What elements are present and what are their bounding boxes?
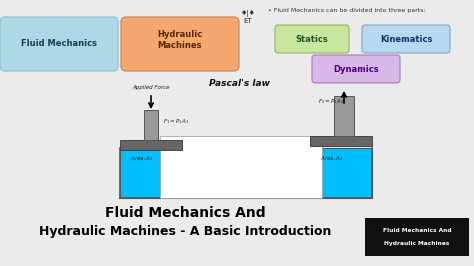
Text: Hydraulic
Machines: Hydraulic Machines [157, 30, 202, 50]
FancyBboxPatch shape [362, 25, 450, 53]
Bar [144, 110, 158, 140]
Text: Fluid Mechanics And: Fluid Mechanics And [383, 228, 451, 234]
Text: $Area, A_1$: $Area, A_1$ [130, 154, 154, 163]
Text: $F_2 = P_2A_2$: $F_2 = P_2A_2$ [318, 97, 344, 106]
FancyBboxPatch shape [0, 17, 118, 71]
Text: ET: ET [244, 18, 252, 24]
Text: Kinematics: Kinematics [380, 35, 432, 44]
Text: Applied Force: Applied Force [132, 85, 170, 90]
FancyBboxPatch shape [312, 55, 400, 83]
Text: $F_1 = P_1A_1$: $F_1 = P_1A_1$ [163, 118, 189, 126]
Text: Statics: Statics [296, 35, 328, 44]
Text: ♦|♦: ♦|♦ [241, 10, 255, 17]
Text: $Area, A_2$: $Area, A_2$ [320, 154, 344, 163]
Text: Dynamics: Dynamics [333, 64, 379, 73]
Text: Hydraulic Machines - A Basic Introduction: Hydraulic Machines - A Basic Introductio… [39, 226, 331, 239]
Text: Fluid Mechanics: Fluid Mechanics [21, 39, 97, 48]
Bar [365, 218, 469, 256]
Text: Hydraulic Machines: Hydraulic Machines [384, 242, 450, 247]
FancyBboxPatch shape [275, 25, 349, 53]
Bar [120, 140, 182, 150]
Text: Pascal's law: Pascal's law [210, 79, 271, 88]
Text: • Fluid Mechanics can be divided into three parts:: • Fluid Mechanics can be divided into th… [268, 8, 426, 13]
Text: Fluid Mechanics And: Fluid Mechanics And [105, 206, 265, 220]
Bar [160, 136, 322, 198]
Bar [310, 136, 372, 146]
Bar [334, 96, 354, 136]
FancyBboxPatch shape [121, 17, 239, 71]
Bar [120, 148, 372, 198]
